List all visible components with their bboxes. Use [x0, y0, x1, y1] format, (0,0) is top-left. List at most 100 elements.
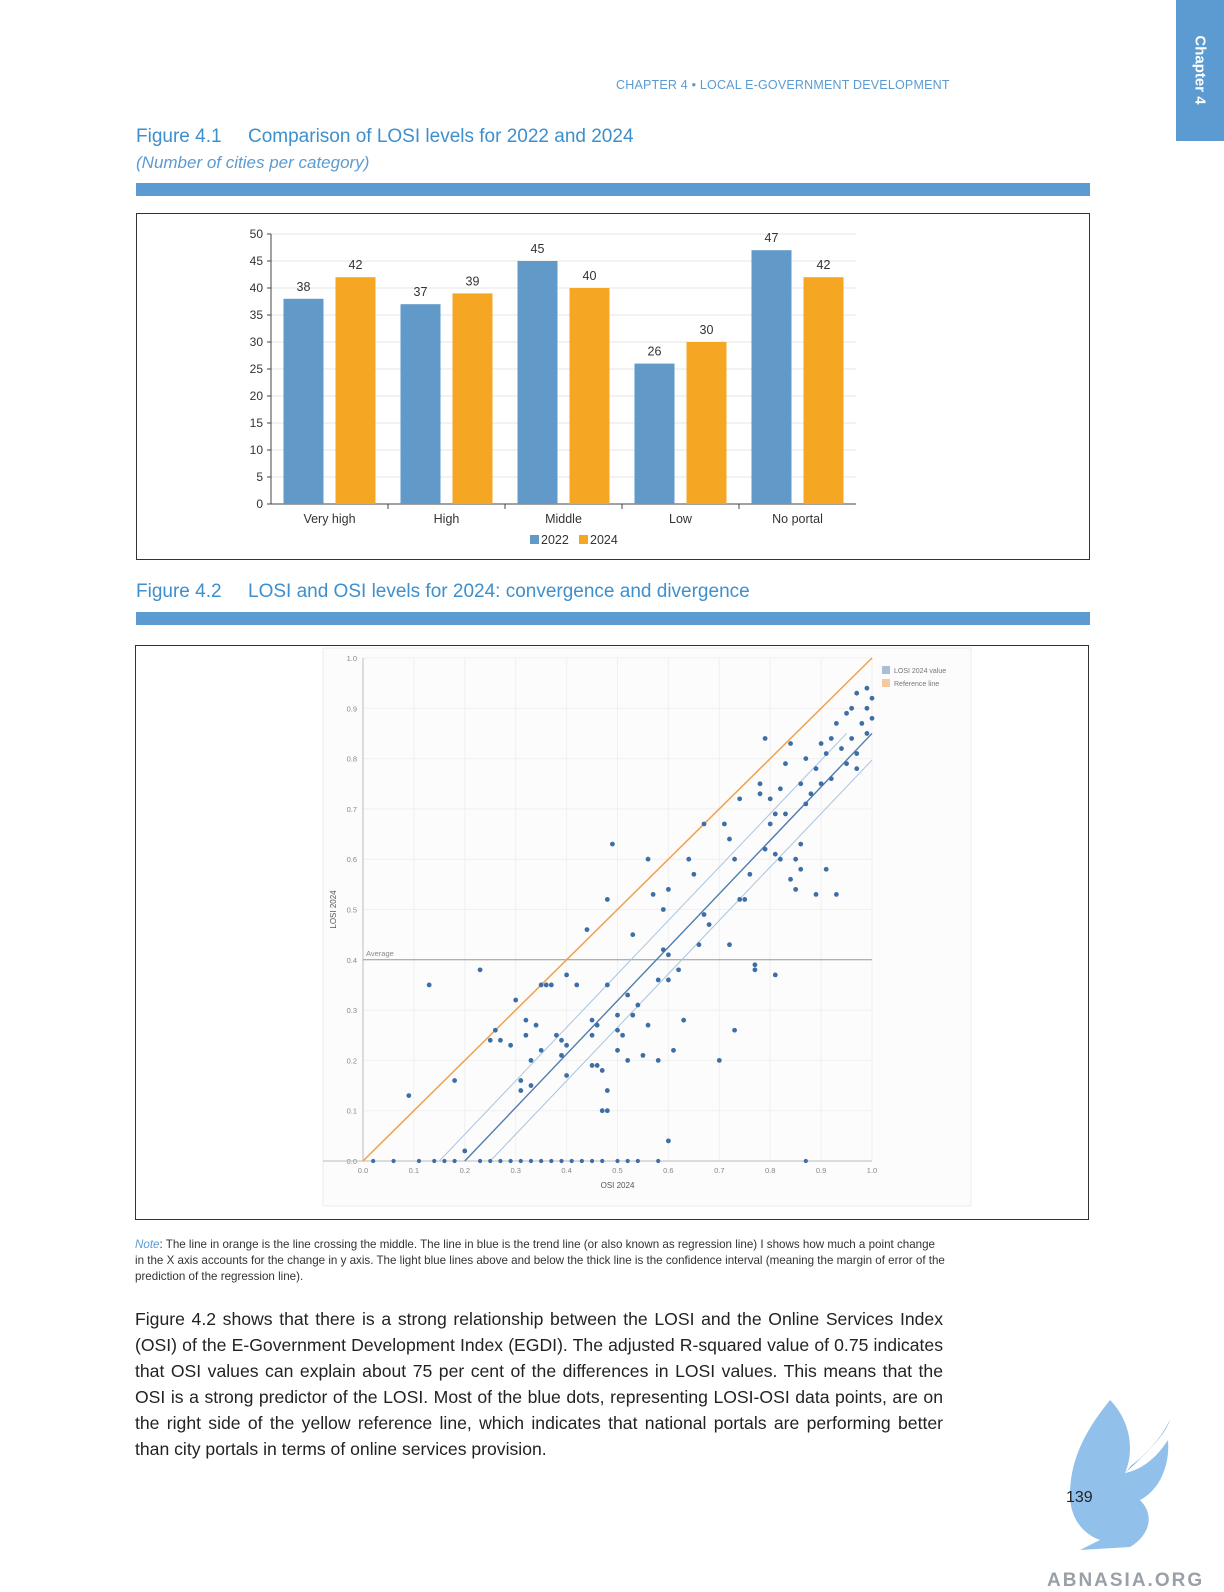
data-point	[803, 756, 809, 761]
data-point	[584, 927, 590, 933]
y-tick-label: 10	[250, 443, 264, 457]
figure-1-title-text: Comparison of LOSI levels for 2022 and 2…	[248, 126, 634, 147]
data-point	[625, 1158, 630, 1164]
data-point	[630, 932, 636, 938]
bar-value-label: 30	[700, 323, 714, 337]
data-point	[788, 741, 793, 746]
data-point	[610, 841, 615, 847]
y-tick-label: 0.3	[347, 1006, 357, 1015]
data-point	[559, 1037, 564, 1043]
data-point	[732, 1027, 737, 1033]
data-point	[528, 1158, 534, 1164]
y-tick-label: 0.8	[347, 755, 357, 764]
figure-2-frame: 0.0 0.1 0.2 0.3 0.4 0.5 0.6 0.7 0.8 0.9 1.0 0.0 0.1 0…	[135, 645, 1089, 1220]
reference-line	[362, 657, 873, 1162]
data-point	[777, 786, 783, 792]
chapter-tab-label: Chapter 4	[1191, 35, 1209, 105]
data-point	[767, 796, 773, 802]
data-point	[594, 1063, 600, 1068]
data-point	[574, 982, 580, 988]
figure-2-title-text: LOSI and OSI levels for 2024: convergenc…	[248, 581, 750, 602]
data-point	[864, 685, 870, 691]
bar-2024	[452, 293, 493, 504]
watermark-text: ABNASIA.ORG	[1047, 1570, 1205, 1591]
data-point	[727, 942, 732, 948]
data-point	[655, 1058, 661, 1063]
data-point	[833, 720, 839, 726]
data-point	[737, 897, 743, 902]
bar-value-label: 40	[583, 269, 597, 283]
data-point	[538, 982, 544, 988]
data-point	[564, 972, 569, 978]
bar-2022	[517, 261, 558, 504]
data-point	[604, 897, 610, 902]
data-point	[701, 912, 707, 917]
data-point	[793, 886, 799, 892]
x-tick-label: Very high	[303, 512, 355, 526]
data-point	[727, 836, 732, 842]
data-point	[543, 982, 549, 988]
data-point	[701, 821, 707, 827]
x-tick-label: 0.2	[460, 1166, 470, 1175]
data-point	[839, 746, 844, 751]
data-point	[523, 1017, 529, 1023]
x-tick-label: 0.0	[358, 1166, 368, 1175]
data-point	[798, 866, 804, 872]
x-tick-label: 1.0	[867, 1166, 877, 1175]
x-tick-label: No portal	[772, 512, 823, 526]
data-point	[655, 977, 661, 983]
data-point	[864, 731, 870, 736]
bar-2022	[400, 304, 441, 504]
data-point	[477, 967, 483, 973]
data-point	[548, 982, 554, 988]
data-point	[620, 1032, 625, 1038]
data-point	[564, 1042, 569, 1048]
figure-2-title: Figure 4.2 LOSI and OSI levels for 2024: …	[136, 581, 750, 603]
data-point	[615, 1158, 620, 1164]
data-point	[854, 766, 860, 772]
data-point	[416, 1158, 422, 1164]
legend-swatch	[882, 679, 890, 687]
figure-1-frame: 0 5 10 15 20 25 30 35 40 45 50 Very high 38 42 High 37 3…	[136, 213, 1090, 560]
data-point	[706, 922, 712, 927]
x-tick-label: 0.7	[714, 1166, 724, 1175]
data-point	[844, 710, 849, 716]
data-point	[564, 1073, 569, 1078]
data-point	[513, 997, 519, 1003]
data-point	[783, 761, 788, 767]
data-point	[442, 1158, 447, 1164]
data-point	[772, 972, 778, 978]
data-point	[640, 1052, 646, 1058]
data-point	[599, 1068, 605, 1073]
data-point	[737, 796, 743, 802]
figure-1-rule	[136, 183, 1090, 196]
x-tick-label: 0.9	[816, 1166, 826, 1175]
data-point	[818, 781, 824, 787]
data-point	[762, 846, 768, 852]
y-tick-label: 15	[250, 416, 264, 430]
data-point	[625, 992, 631, 998]
data-point	[869, 715, 875, 721]
data-point	[615, 1027, 620, 1033]
data-point	[671, 1047, 676, 1053]
data-point	[589, 1032, 595, 1038]
y-tick-label: 0.9	[347, 704, 357, 713]
bar-value-label: 39	[466, 274, 480, 288]
x-tick-label: 0.1	[409, 1166, 419, 1175]
data-point	[833, 892, 839, 897]
y-tick-label: 45	[250, 254, 264, 268]
data-point	[538, 1047, 544, 1053]
data-point	[696, 942, 702, 948]
data-point	[767, 821, 773, 827]
y-tick-label: 0.4	[347, 956, 357, 965]
data-point	[772, 851, 778, 857]
figure-2-rule	[136, 612, 1090, 625]
y-tick-label: 25	[250, 362, 264, 376]
data-point	[656, 1158, 661, 1164]
data-point	[762, 736, 768, 741]
data-point	[452, 1078, 458, 1083]
data-point	[757, 791, 763, 797]
data-point	[716, 1058, 722, 1063]
bar-value-label: 42	[349, 258, 363, 272]
data-point	[650, 892, 656, 897]
